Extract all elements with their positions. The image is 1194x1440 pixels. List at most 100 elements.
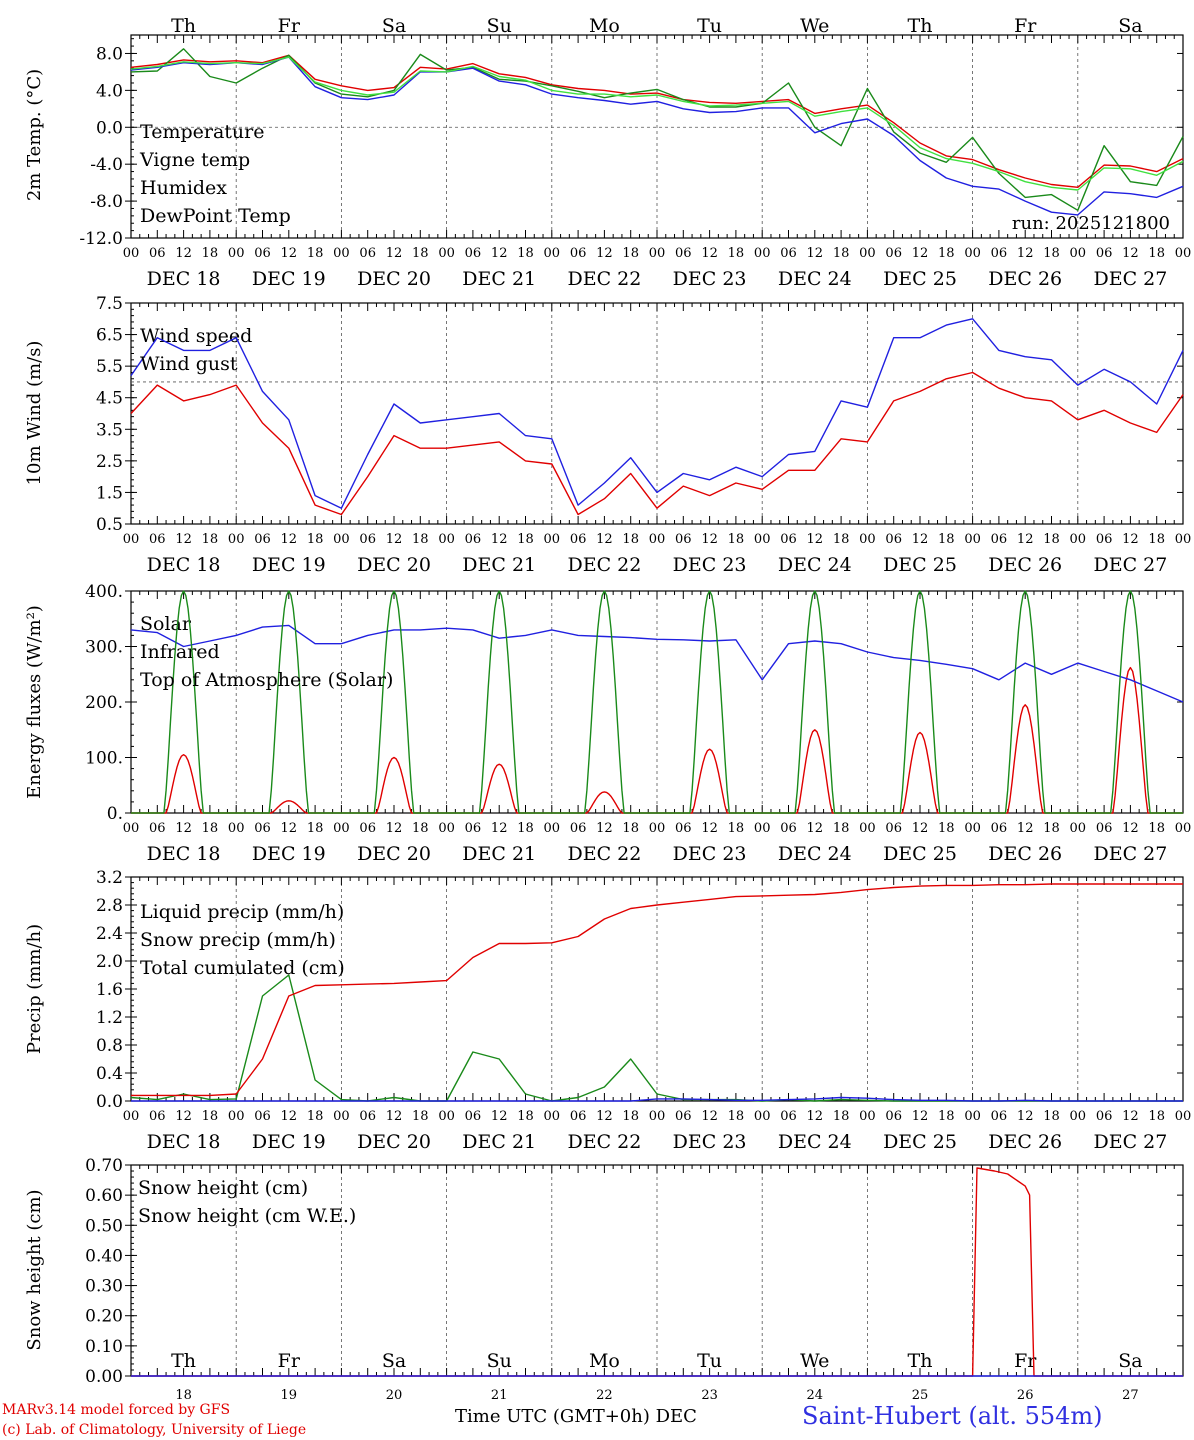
x-day-number: 24 xyxy=(807,1388,824,1403)
weekday-label: Fr xyxy=(278,15,301,37)
x-hour-label: 00 xyxy=(754,532,771,547)
legend-dewpoint-temp: DewPoint Temp xyxy=(140,205,291,227)
x-hour-label: 06 xyxy=(780,821,797,836)
x-hour-label: 00 xyxy=(649,532,666,547)
x-hour-label: 00 xyxy=(859,821,876,836)
y-tick-label: 5.5 xyxy=(96,357,123,377)
x-hour-label: 12 xyxy=(175,246,192,261)
x-hour-label: 00 xyxy=(1175,821,1192,836)
x-hour-label: 06 xyxy=(570,1109,587,1124)
y-tick-label: 0.10 xyxy=(85,1337,123,1357)
y-tick-label: 0.40 xyxy=(85,1246,123,1266)
x-hour-label: 06 xyxy=(570,246,587,261)
y-tick-label: 0.70 xyxy=(85,1156,123,1176)
y-tick-label: 2.5 xyxy=(96,452,123,472)
y-tick-label: 1.6 xyxy=(96,980,123,1000)
y-tick-label: 400. xyxy=(85,582,123,602)
x-hour-label: 18 xyxy=(1148,246,1165,261)
x-date-label: DEC 23 xyxy=(673,554,747,576)
x-hour-label: 06 xyxy=(570,821,587,836)
x-hour-label: 06 xyxy=(359,246,376,261)
x-hour-label: 06 xyxy=(885,246,902,261)
x-hour-label: 06 xyxy=(885,532,902,547)
x-date-label: DEC 20 xyxy=(357,268,431,290)
x-date-label: DEC 20 xyxy=(357,843,431,865)
y-tick-label: 4.0 xyxy=(96,81,123,101)
y-tick-label: 2.0 xyxy=(96,952,123,972)
x-hour-label: 12 xyxy=(491,821,508,836)
x-hour-label: 00 xyxy=(438,532,455,547)
weekday-label: We xyxy=(800,1350,829,1372)
x-hour-label: 12 xyxy=(701,1109,718,1124)
x-hour-label: 00 xyxy=(228,821,245,836)
x-hour-label: 12 xyxy=(491,1109,508,1124)
x-date-label: DEC 27 xyxy=(1093,1131,1167,1153)
weekday-label: Fr xyxy=(1014,15,1037,37)
x-date-label: DEC 24 xyxy=(778,843,852,865)
x-hour-label: 00 xyxy=(964,246,981,261)
x-hour-label: 12 xyxy=(1122,532,1139,547)
x-hour-label: 18 xyxy=(728,1109,745,1124)
x-hour-label: 06 xyxy=(1096,821,1113,836)
x-hour-label: 00 xyxy=(1070,821,1087,836)
x-hour-label: 00 xyxy=(859,1109,876,1124)
x-hour-label: 00 xyxy=(1175,532,1192,547)
x-hour-label: 06 xyxy=(675,532,692,547)
x-hour-label: 12 xyxy=(807,1109,824,1124)
x-hour-label: 00 xyxy=(1070,246,1087,261)
x-hour-label: 12 xyxy=(175,532,192,547)
x-hour-label: 00 xyxy=(1070,532,1087,547)
x-hour-label: 12 xyxy=(175,821,192,836)
series-line-humidex xyxy=(130,56,1184,216)
x-hour-label: 18 xyxy=(307,246,324,261)
x-hour-label: 00 xyxy=(123,246,140,261)
x-hour-label: 12 xyxy=(596,246,613,261)
model-credit: MARv3.14 model forced by GFS xyxy=(2,1402,231,1418)
x-date-label: DEC 24 xyxy=(778,1131,852,1153)
legend-snow-precip-mm-h: Snow precip (mm/h) xyxy=(140,929,336,951)
y-tick-label: 0.5 xyxy=(96,515,123,535)
x-date-label: DEC 23 xyxy=(673,843,747,865)
y-tick-label: 8.0 xyxy=(96,44,123,64)
y-tick-label: 0.0 xyxy=(96,118,123,138)
x-hour-label: 06 xyxy=(1096,246,1113,261)
x-date-label: DEC 27 xyxy=(1093,843,1167,865)
x-hour-label: 18 xyxy=(1148,1109,1165,1124)
x-hour-label: 12 xyxy=(386,532,403,547)
series-line-dewpoint-temp xyxy=(130,56,1184,191)
x-hour-label: 18 xyxy=(517,821,534,836)
series-line-snow-height-cm xyxy=(131,1167,1183,1377)
x-hour-label: 00 xyxy=(123,1109,140,1124)
x-hour-label: 00 xyxy=(1070,1109,1087,1124)
weekday-label: Sa xyxy=(382,1350,406,1372)
weekday-label: Th xyxy=(171,15,196,37)
x-hour-label: 06 xyxy=(359,532,376,547)
x-hour-label: 06 xyxy=(254,1109,271,1124)
x-hour-label: 12 xyxy=(1017,821,1034,836)
x-hour-label: 00 xyxy=(964,532,981,547)
series-line-infrared xyxy=(130,624,1184,703)
y-tick-label: 0.4 xyxy=(96,1064,123,1084)
x-hour-label: 00 xyxy=(649,246,666,261)
x-hour-label: 06 xyxy=(991,821,1008,836)
x-hour-label: 06 xyxy=(254,532,271,547)
x-date-label: DEC 26 xyxy=(988,554,1062,576)
x-hour-label: 18 xyxy=(938,532,955,547)
x-hour-label: 18 xyxy=(938,246,955,261)
x-hour-label: 12 xyxy=(912,821,929,836)
x-day-number: 19 xyxy=(281,1388,298,1403)
x-hour-label: 06 xyxy=(149,532,166,547)
y-tick-label: 0.0 xyxy=(96,1092,123,1112)
x-hour-label: 06 xyxy=(465,532,482,547)
x-hour-label: 18 xyxy=(202,246,219,261)
y-tick-label: -12.0 xyxy=(79,229,123,249)
legend-temperature: Temperature xyxy=(140,121,264,143)
x-hour-label: 18 xyxy=(517,246,534,261)
x-hour-label: 12 xyxy=(386,821,403,836)
x-date-label: DEC 26 xyxy=(988,268,1062,290)
series-line-snow-precip-mm-h xyxy=(131,1096,1183,1102)
x-hour-label: 00 xyxy=(544,821,561,836)
x-date-label: DEC 26 xyxy=(988,843,1062,865)
x-date-label: DEC 21 xyxy=(462,843,536,865)
